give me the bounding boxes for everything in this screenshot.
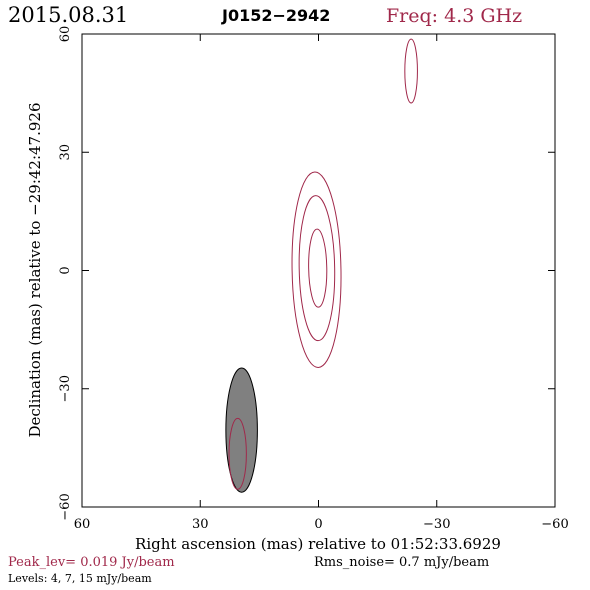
source-name: J0152−2942 [221,6,330,25]
x-tick-label: 60 [74,517,91,532]
y-tick-label: 60 [58,26,73,43]
y-axis-label: Declination (mas) relative to −29:42:47.… [26,102,44,437]
contour-levels: Levels: 4, 7, 15 mJy/beam [8,572,152,585]
tick-layer: 60 30 0 −30 −60 −60 −30 0 30 60 [58,26,569,532]
x-tick-label: −60 [541,517,568,532]
contour-core-15mjy [308,228,328,308]
y-tick-label: −60 [58,493,73,520]
contour-core-7mjy [298,195,336,342]
contour-beam_overlay-4mjy [228,417,247,490]
x-tick-label: 0 [314,517,322,532]
rms-noise: Rms_noise= 0.7 mJy/beam [314,555,489,570]
contour-core-4mjy [291,171,342,368]
plot-frame [81,33,556,508]
beam-ellipse [225,367,258,493]
x-axis-label: Right ascension (mas) relative to 01:52:… [135,535,501,553]
contour-layer [228,38,418,490]
y-tick-label: 30 [58,144,73,161]
y-tick-label: 0 [58,266,73,274]
x-tick-label: −30 [423,517,450,532]
frequency: Freq: 4.3 GHz [386,5,522,27]
peak-level: Peak_lev= 0.019 Jy/beam [8,555,175,570]
y-tick-label: −30 [58,375,73,402]
obs-date: 2015.08.31 [8,3,128,27]
beam-layer [225,367,258,493]
x-tick-label: 30 [192,517,209,532]
contour-jet-4mjy [404,38,418,104]
